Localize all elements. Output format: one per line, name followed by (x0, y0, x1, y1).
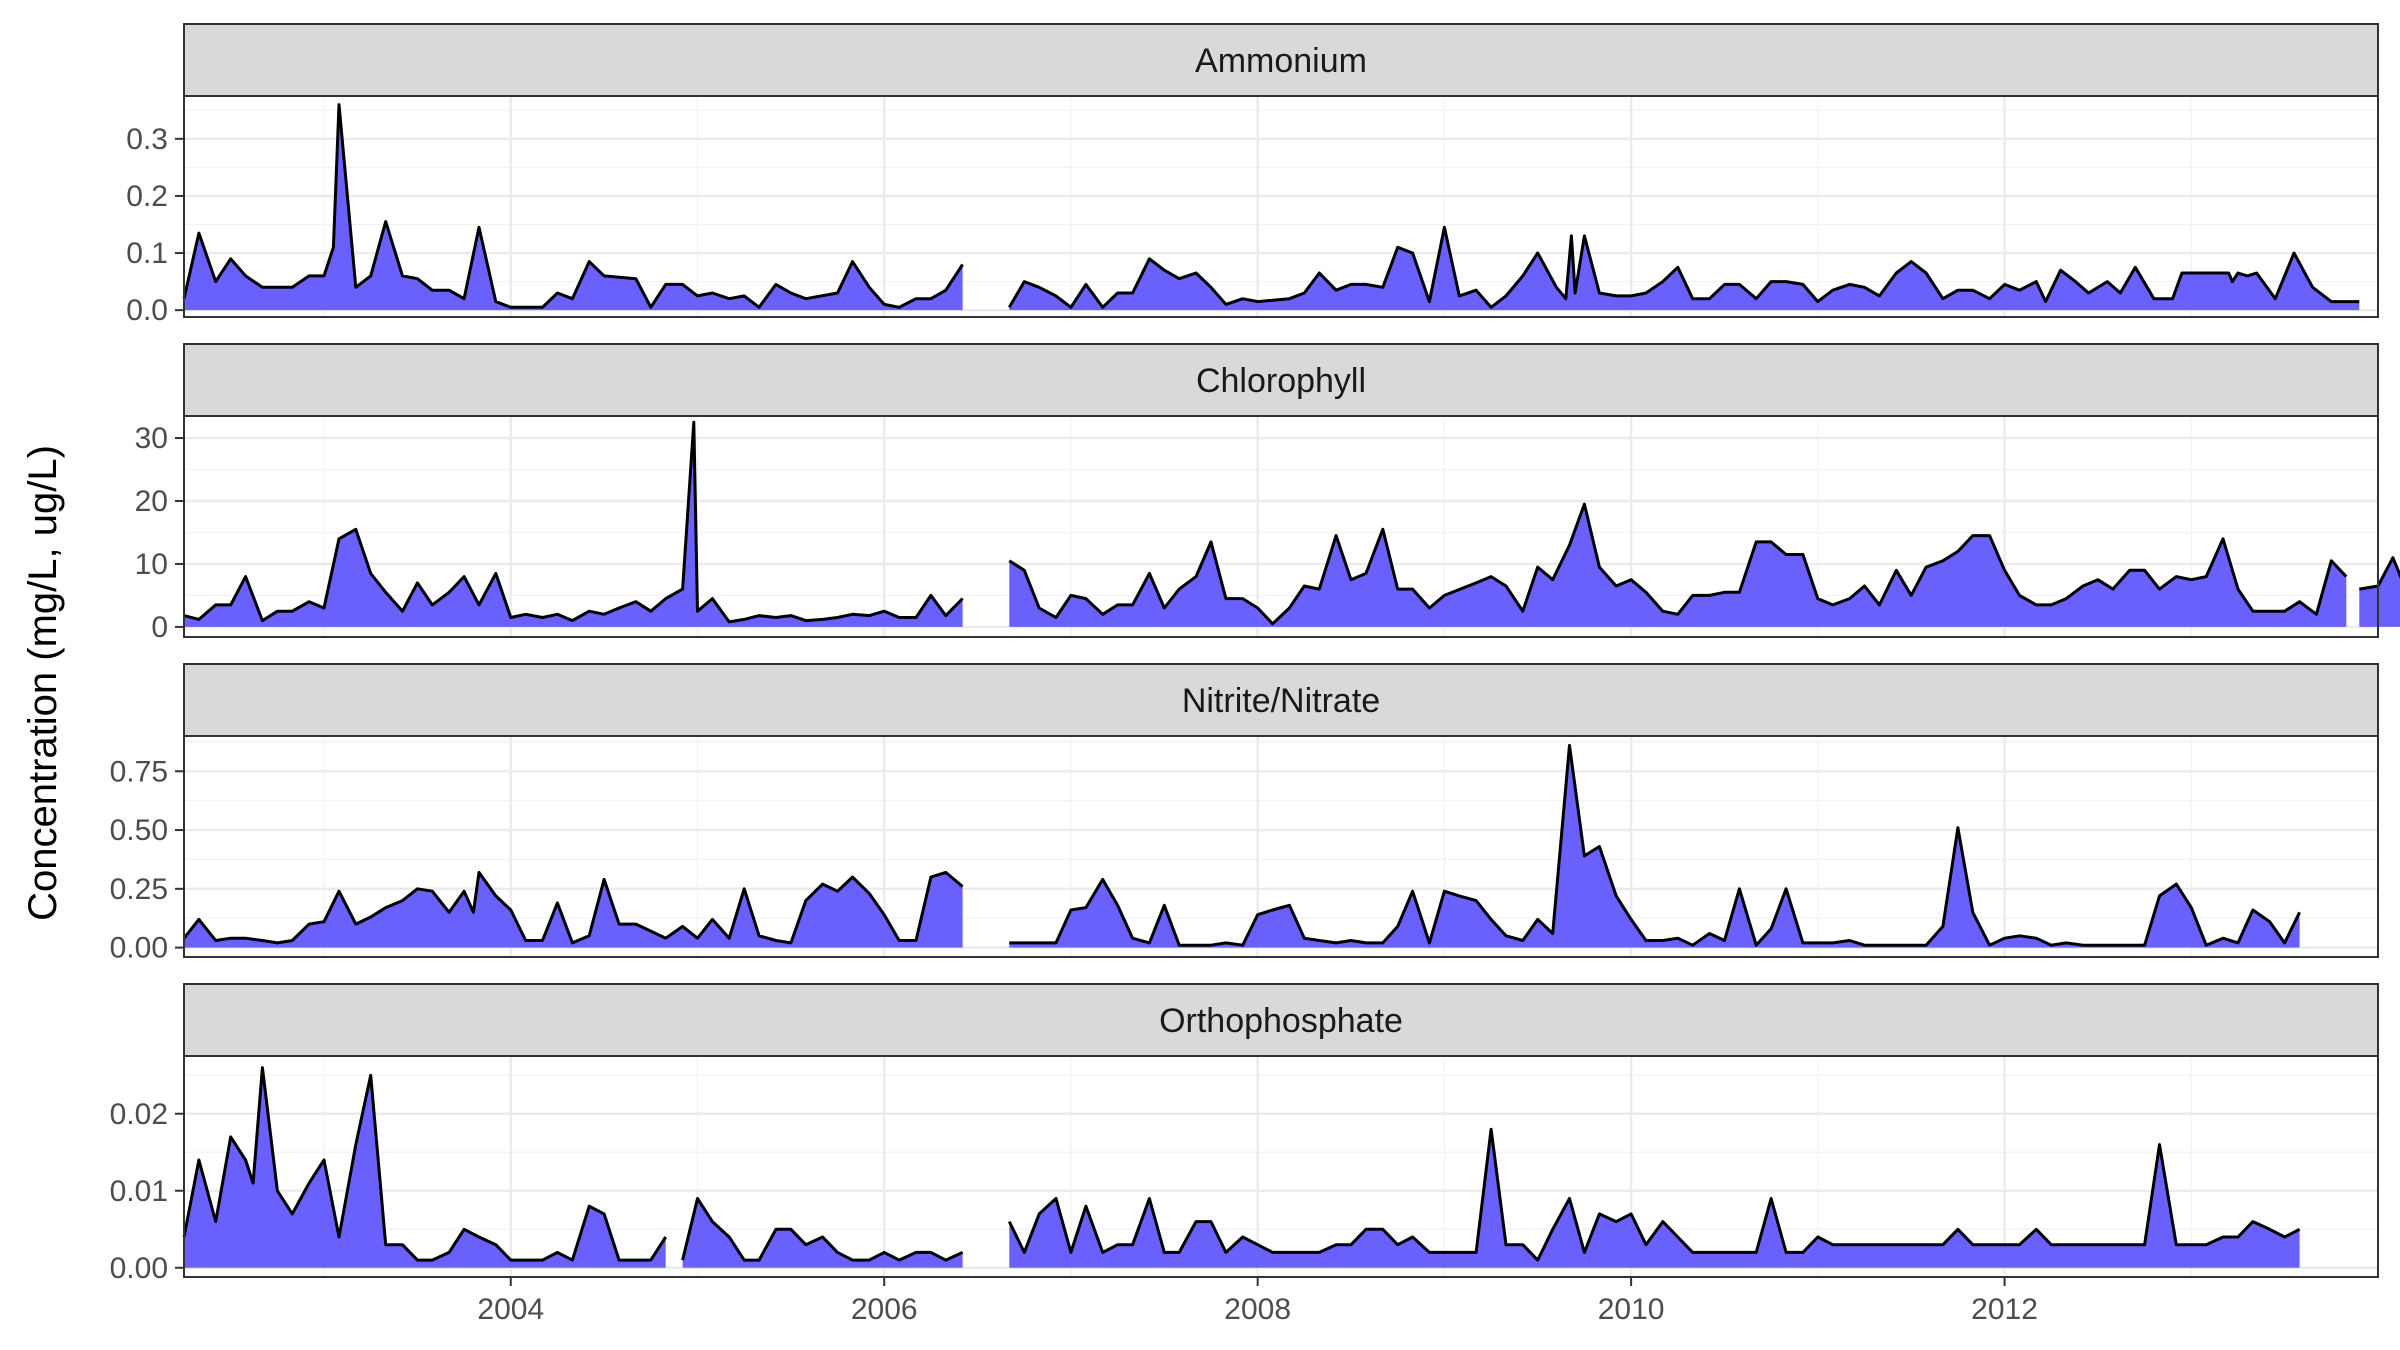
strip-label-ammonium: Ammonium (1195, 42, 1367, 80)
line-orthophosphate-segment-2 (681, 1197, 964, 1262)
gridlines-orthophosphate (184, 1056, 2378, 1277)
y-tick-label-nitrite-nitrate: 0.00 (110, 932, 168, 965)
panel-orthophosphate: Orthophosphate 0.00 0.01 0.02 (110, 983, 2379, 1285)
plot-background-orthophosphate (184, 1056, 2378, 1277)
panel-border-orthophosphate (183, 1055, 2379, 1278)
x-axis: 2004 2006 2008 2010 2012 (477, 1277, 2038, 1326)
area-orthophosphate-segment-3 (1009, 1129, 2300, 1268)
area-chlorophyll-segment-3 (2359, 557, 2400, 627)
strip-label-chlorophyll: Chlorophyll (1196, 362, 1366, 400)
area-orthophosphate-segment-2 (682, 1198, 963, 1268)
panel-border-nitrite-nitrate (183, 735, 2379, 958)
y-tick-label-nitrite-nitrate: 0.50 (110, 814, 168, 847)
line-orthophosphate-segment-1 (182, 1066, 667, 1262)
gridlines-ammonium (184, 96, 2378, 317)
line-nitrite-nitrate-segment-1 (182, 870, 964, 945)
plot-background-ammonium (184, 96, 2378, 317)
strip-label-nitrite-nitrate: Nitrite/Nitrate (1182, 682, 1380, 720)
x-tick-label: 2004 (477, 1293, 544, 1326)
x-tick-label: 2008 (1224, 1293, 1291, 1326)
panel-ammonium: Ammonium 0.0 0.1 0.2 0.3 (126, 23, 2379, 327)
line-ammonium-segment-1 (182, 103, 964, 309)
y-tick-label-ammonium: 0.1 (126, 237, 168, 270)
x-tick-label: 2012 (1971, 1293, 2038, 1326)
panel-border-chlorophyll (183, 415, 2379, 638)
strip-nitrite-nitrate (183, 663, 2379, 737)
line-chlorophyll-segment-1 (183, 420, 964, 624)
line-nitrite-nitrate-segment-2 (1009, 743, 2301, 947)
strip-ammonium (183, 23, 2379, 97)
x-tick-label: 2010 (1598, 1293, 1665, 1326)
area-nitrite-nitrate-segment-2 (1009, 745, 2300, 948)
line-orthophosphate-segment-3 (1007, 1127, 2301, 1262)
line-ammonium-segment-2 (1008, 225, 2360, 309)
y-tick-label-chlorophyll: 10 (135, 548, 168, 581)
panel-nitrite-nitrate: Nitrite/Nitrate 0.00 0.25 0.50 0.75 (110, 663, 2379, 965)
y-tick-label-nitrite-nitrate: 0.75 (110, 755, 168, 788)
y-axis-label: Concentration (mg/L, ug/L) (21, 445, 65, 921)
area-orthophosphate-segment-1 (184, 1067, 666, 1268)
strip-chlorophyll (183, 343, 2379, 417)
y-tick-label-ammonium: 0.3 (126, 123, 168, 156)
y-tick-label-chlorophyll: 30 (135, 422, 168, 455)
y-tick-label-orthophosphate: 0.00 (110, 1252, 168, 1285)
area-nitrite-nitrate-segment-1 (184, 872, 963, 948)
y-tick-label-chlorophyll: 0 (151, 611, 168, 644)
area-chlorophyll-segment-2 (1009, 504, 2347, 627)
line-chlorophyll-segment-2 (1008, 502, 2348, 626)
y-tick-label-orthophosphate: 0.02 (110, 1098, 168, 1131)
y-tick-label-ammonium: 0.2 (126, 180, 168, 213)
panel-chlorophyll: Chlorophyll 0 10 20 30 (135, 343, 2400, 644)
y-tick-label-chlorophyll: 20 (135, 485, 168, 518)
area-ammonium-segment-1 (184, 104, 963, 311)
y-tick-label-ammonium: 0.0 (126, 294, 168, 327)
panel-border-ammonium (183, 95, 2379, 318)
x-tick-label: 2006 (851, 1293, 918, 1326)
strip-label-orthophosphate: Orthophosphate (1159, 1002, 1403, 1040)
strip-orthophosphate (183, 983, 2379, 1057)
y-tick-label-nitrite-nitrate: 0.25 (110, 873, 168, 906)
y-tick-label-orthophosphate: 0.01 (110, 1175, 168, 1208)
